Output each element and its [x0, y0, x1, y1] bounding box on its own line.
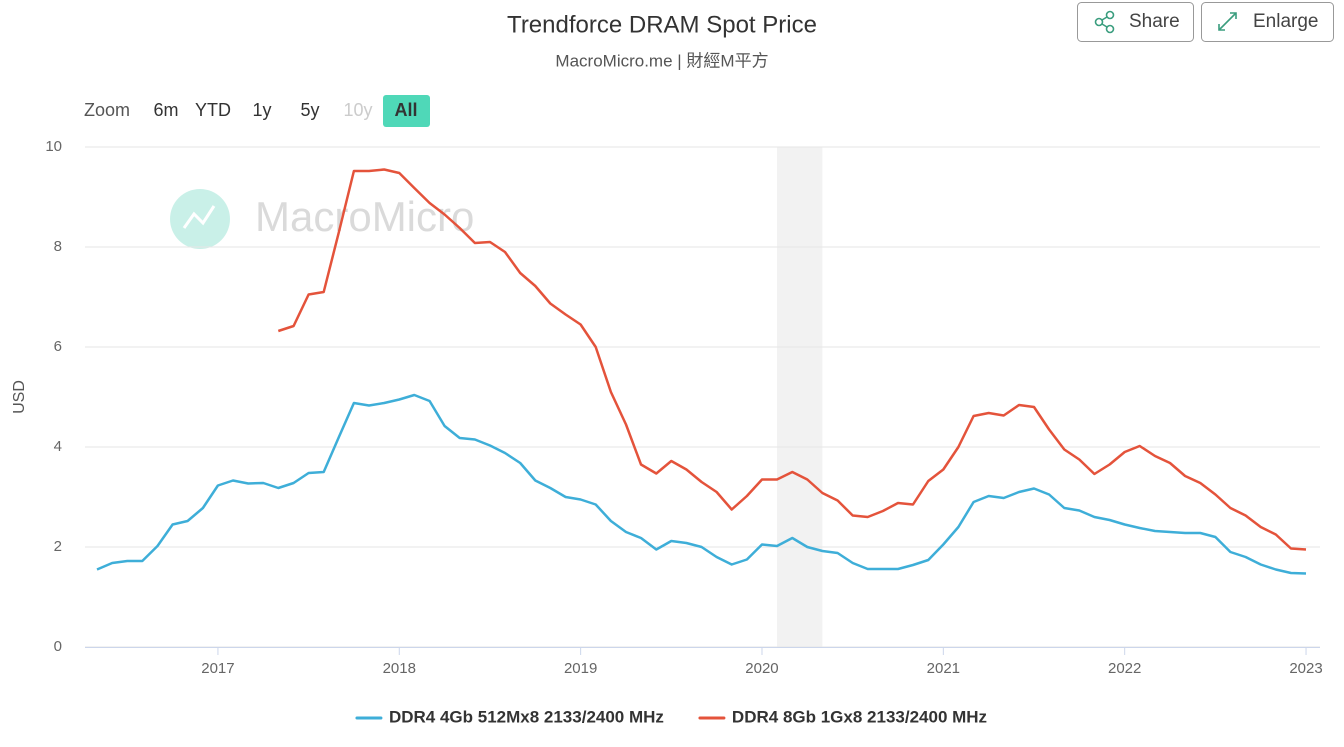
chart-title: Trendforce DRAM Spot Price: [507, 11, 817, 38]
y-tick-label: 4: [54, 438, 62, 455]
legend: DDR4 4Gb 512Mx8 2133/2400 MHz DDR4 8Gb 1G…: [355, 707, 987, 726]
legend-item[interactable]: DDR4 8Gb 1Gx8 2133/2400 MHz: [698, 707, 987, 726]
chart-subtitle: MacroMicro.me | 財經M平方: [555, 51, 768, 70]
shaded-range: [777, 147, 823, 647]
series-line: [96, 393, 1307, 575]
y-tick-label: 6: [54, 338, 62, 355]
series-line: [277, 168, 1307, 551]
legend-label: DDR4 8Gb 1Gx8 2133/2400 MHz: [732, 707, 987, 726]
watermark-logo-line: [182, 205, 216, 229]
y-tick-label: 10: [45, 138, 62, 155]
enlarge-button[interactable]: Enlarge: [1201, 2, 1334, 42]
zoom-option: 6m: [153, 100, 178, 120]
zoom-button[interactable]: All: [383, 95, 430, 127]
x-tick-label: 2021: [927, 660, 960, 677]
x-tick-label: 2017: [201, 660, 234, 677]
y-tick-label: 8: [54, 238, 62, 255]
legend-label: DDR4 4Gb 512Mx8 2133/2400 MHz: [389, 707, 664, 726]
watermark-text: MacroMicro: [255, 193, 474, 240]
x-tick-label: 2018: [383, 660, 416, 677]
legend-item[interactable]: DDR4 4Gb 512Mx8 2133/2400 MHz: [355, 707, 664, 726]
zoom-option: 10y: [343, 100, 372, 120]
zoom-option: YTD: [195, 100, 231, 120]
share-button-frame: [1077, 2, 1194, 42]
zoom-button[interactable]: 5y: [300, 100, 319, 120]
watermark-logo: [170, 189, 230, 249]
zoom-button[interactable]: 1y: [252, 100, 271, 120]
share-label: Share: [1129, 11, 1180, 32]
x-tick-label: 2022: [1108, 660, 1141, 677]
zoom-button-highlight: [383, 95, 430, 127]
zoom-option: All: [394, 100, 417, 120]
enlarge-label: Enlarge: [1253, 11, 1319, 32]
zoom-option: 5y: [300, 100, 319, 120]
share-button[interactable]: Share: [1077, 2, 1194, 42]
y-axis-label: USD: [11, 380, 28, 414]
zoom-button[interactable]: 6m: [153, 100, 178, 120]
x-tick-label: 2020: [745, 660, 778, 677]
watermark: MacroMicro: [170, 189, 474, 249]
x-tick-label: 2019: [564, 660, 597, 677]
enlarge-icon: [1218, 12, 1237, 31]
zoom-button[interactable]: YTD: [195, 100, 231, 120]
y-tick-label: 2: [54, 538, 62, 555]
y-tick-label: 0: [54, 638, 62, 655]
zoom-option: 1y: [252, 100, 271, 120]
share-icon: [1094, 10, 1115, 34]
x-tick-label: 2023: [1289, 660, 1322, 677]
zoom-button: 10y: [343, 100, 372, 120]
zoom-label: Zoom: [84, 100, 130, 120]
